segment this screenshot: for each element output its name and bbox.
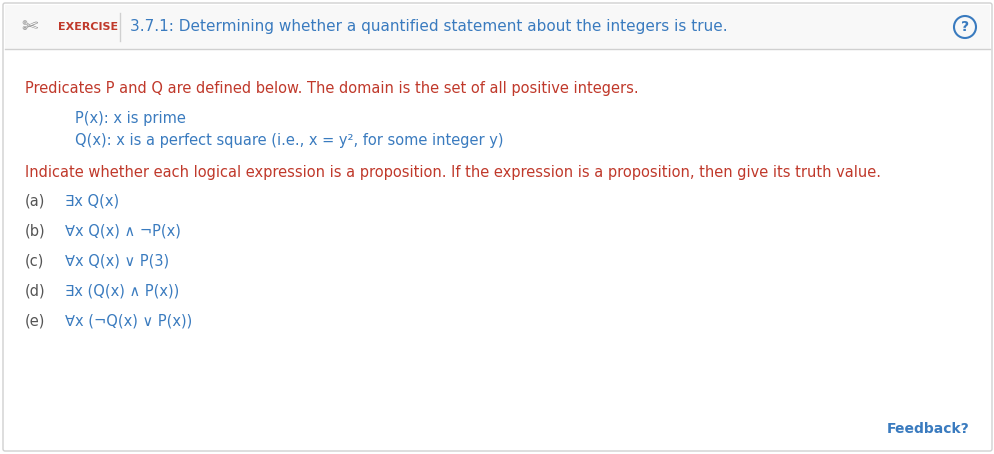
FancyBboxPatch shape: [3, 3, 991, 451]
Text: Feedback?: Feedback?: [887, 422, 969, 436]
Text: P(x): x is prime: P(x): x is prime: [75, 111, 186, 126]
Text: (e): (e): [25, 313, 46, 328]
Text: ∀x Q(x) ∧ ¬P(x): ∀x Q(x) ∧ ¬P(x): [65, 223, 181, 238]
Text: ∀x (¬Q(x) ∨ P(x)): ∀x (¬Q(x) ∨ P(x)): [65, 313, 192, 328]
Text: ∃x Q(x): ∃x Q(x): [65, 193, 119, 208]
Text: ?: ?: [960, 20, 968, 34]
Text: (b): (b): [25, 223, 46, 238]
Text: EXERCISE: EXERCISE: [58, 22, 118, 32]
Text: 3.7.1: Determining whether a quantified statement about the integers is true.: 3.7.1: Determining whether a quantified …: [130, 20, 727, 35]
Text: Q(x): x is a perfect square (i.e., x = y², for some integer y): Q(x): x is a perfect square (i.e., x = y…: [75, 133, 503, 148]
Text: ∀x Q(x) ∨ P(3): ∀x Q(x) ∨ P(3): [65, 253, 169, 268]
Text: (c): (c): [25, 253, 45, 268]
Text: ∃x (Q(x) ∧ P(x)): ∃x (Q(x) ∧ P(x)): [65, 283, 179, 298]
Text: Indicate whether each logical expression is a proposition. If the expression is : Indicate whether each logical expression…: [25, 165, 880, 180]
FancyBboxPatch shape: [5, 5, 989, 49]
Text: ✄: ✄: [22, 18, 38, 36]
Text: Predicates P and Q are defined below. The domain is the set of all positive inte: Predicates P and Q are defined below. Th…: [25, 81, 638, 96]
Text: (d): (d): [25, 283, 46, 298]
Text: (a): (a): [25, 193, 46, 208]
